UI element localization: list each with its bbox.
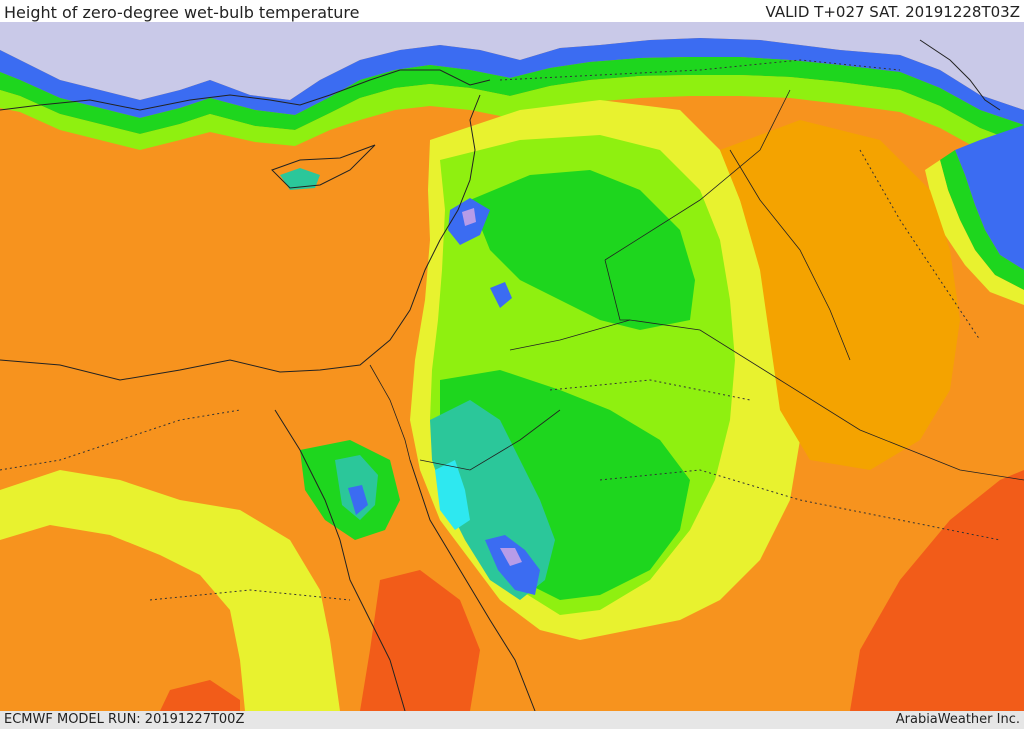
lime-band-north	[0, 75, 1024, 165]
valid-time: VALID T+027 SAT. 20191228T03Z	[765, 3, 1020, 21]
internal-border-iran	[859, 149, 981, 341]
coastline-red-sea-east	[409, 459, 536, 711]
internal-border-turkey	[499, 59, 901, 81]
border-egypt-sinai	[369, 364, 411, 461]
border-jordan-saudi	[509, 319, 1024, 481]
green-band-east	[940, 150, 1024, 290]
coastlines	[0, 39, 1001, 711]
orange-egypt-inner	[0, 525, 245, 711]
border-saudi-jordan-south	[419, 409, 561, 471]
coastline-cyprus	[271, 144, 376, 189]
credit-label: ArabiaWeather Inc.	[895, 712, 1020, 727]
internal-border-saudi	[599, 469, 1001, 541]
teal-cyprus	[280, 168, 320, 190]
internal-borders	[0, 59, 1001, 601]
sea-north-region	[0, 22, 1024, 110]
red-libya	[160, 680, 240, 711]
internal-border-egypt	[0, 409, 241, 471]
blue-band-east	[955, 125, 1024, 270]
coastline-med-south	[0, 94, 481, 381]
model-run-label: ECMWF MODEL RUN: 20191227T00Z	[4, 712, 245, 727]
blue-sinai	[348, 485, 368, 515]
border-syria-iraq	[604, 89, 791, 261]
coastline-caspian	[919, 39, 1001, 111]
border-iran	[729, 149, 851, 361]
violet-hejaz	[500, 548, 522, 566]
border-jordan-iraq	[604, 259, 630, 321]
map-title: Height of zero-degree wet-bulb temperatu…	[4, 3, 360, 22]
coastline-red-sea-west	[274, 409, 406, 711]
internal-border-saudi-2	[549, 379, 751, 401]
coastline-turkey	[0, 69, 491, 111]
weather-map[interactable]	[0, 22, 1024, 711]
internal-border-sudan	[149, 589, 351, 601]
green-jordan	[470, 170, 695, 330]
deep-orange-iraq	[720, 120, 960, 470]
header-bar: Height of zero-degree wet-bulb temperatu…	[0, 0, 1024, 22]
borders	[369, 89, 1024, 481]
cyan-saudi-west	[435, 460, 470, 530]
green-band-north	[0, 57, 1024, 145]
blue-golan	[490, 282, 512, 308]
footer-bar: ECMWF MODEL RUN: 20191227T00Z ArabiaWeat…	[0, 711, 1024, 729]
blue-band-north	[0, 38, 1024, 125]
red-south-east	[850, 470, 1024, 711]
yellow-band-east	[925, 160, 1024, 305]
violet-lebanon	[462, 208, 476, 226]
red-sudan	[360, 570, 480, 711]
